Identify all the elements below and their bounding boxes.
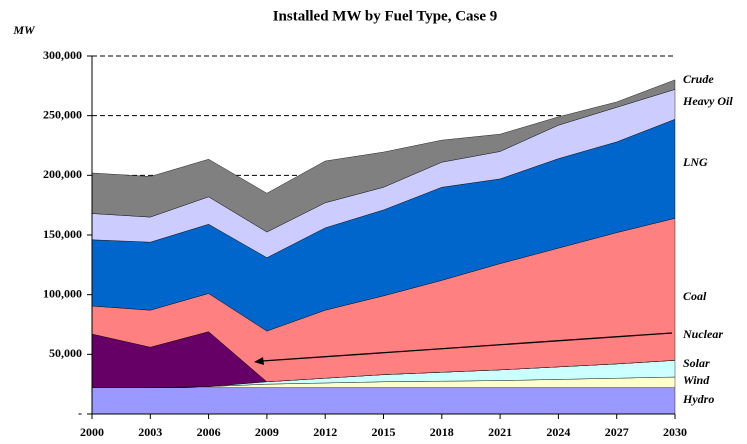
series-label: Hydro [682, 392, 714, 406]
series-label: Nuclear [682, 327, 723, 341]
y-tick-label: 250,000 [43, 107, 82, 121]
chart-title: Installed MW by Fuel Type, Case 9 [273, 8, 498, 24]
x-tick-label: 2006 [197, 425, 221, 439]
y-tick-label: 100,000 [43, 286, 82, 300]
x-tick-label: 2015 [372, 425, 396, 439]
series-label: Wind [683, 373, 710, 387]
arrow-head [254, 357, 264, 365]
axes: - 50,000 100,000 150,000 200,000 250,000 300,0… [43, 48, 733, 439]
x-tick-label: 2012 [313, 425, 337, 439]
x-tick-label: 2030 [663, 425, 687, 439]
x-tick-label: 2027 [605, 425, 629, 439]
area [91, 79, 676, 233]
series-label: Heavy Oil [682, 94, 733, 108]
x-tick-label: 2018 [430, 425, 454, 439]
x-tick-label: 2000 [80, 425, 104, 439]
y-tick-label: - [78, 406, 82, 420]
y-tick-label: 200,000 [43, 167, 82, 181]
areas [91, 79, 676, 415]
series-label: LNG [682, 155, 708, 169]
series-label: Crude [683, 72, 714, 86]
y-tick-label: 150,000 [43, 227, 82, 241]
x-tick-label: 2024 [546, 425, 570, 439]
nuclear-arrow [261, 332, 673, 362]
area [91, 387, 676, 415]
y-tick-label: 50,000 [49, 346, 82, 360]
y-axis-label: MW [12, 23, 36, 37]
series-label: Solar [683, 356, 710, 370]
y-tick-label: 300,000 [43, 48, 82, 62]
x-tick-label: 2003 [138, 425, 162, 439]
series-label: Coal [683, 289, 707, 303]
x-tick-label: 2009 [255, 425, 279, 439]
x-tick-label: 2021 [488, 425, 512, 439]
